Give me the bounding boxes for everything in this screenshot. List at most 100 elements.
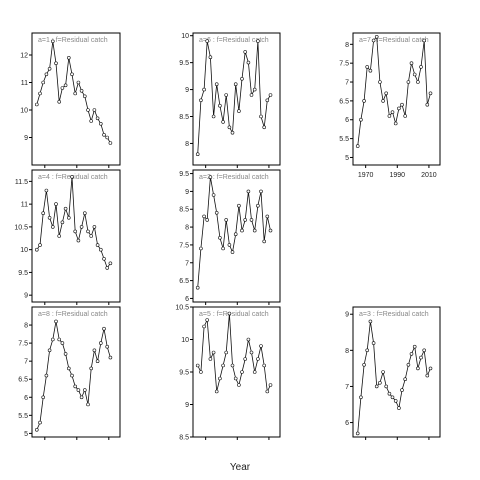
data-point <box>233 376 238 381</box>
panel-title: a=3 : f=Residual catch <box>359 311 429 318</box>
series-line <box>197 313 271 393</box>
y-tick-label: 10 <box>20 108 28 115</box>
panel-1: 9 10 11 12 a=1 : f=Residual catch <box>20 32 121 168</box>
panel-2: 8 8.5 9 9.5 10 a=6 : f=Residual catch <box>179 32 281 168</box>
x-axis-title: Year <box>230 462 251 473</box>
data-point <box>393 399 398 403</box>
data-point <box>38 420 42 425</box>
series-line <box>197 177 271 288</box>
data-point <box>240 370 244 374</box>
x-tick-label: 2010 <box>421 172 437 179</box>
data-point <box>221 120 225 124</box>
data-point <box>205 218 209 222</box>
data-point <box>205 318 209 322</box>
data-point <box>259 114 263 119</box>
data-point <box>374 34 379 39</box>
panel-title: a=6 : f=Residual catch <box>199 37 269 44</box>
y-tick-label: 7 <box>345 80 349 87</box>
data-point <box>44 188 49 193</box>
data-point <box>227 243 232 247</box>
data-point <box>99 341 103 345</box>
y-tick-label: 7 <box>24 359 28 366</box>
series-line <box>357 321 431 434</box>
data-point <box>60 86 65 90</box>
data-point <box>67 55 71 60</box>
data-point <box>368 68 373 73</box>
data-point <box>384 91 389 96</box>
data-point <box>249 218 254 222</box>
data-point <box>202 324 206 329</box>
panel-frame <box>352 306 441 438</box>
data-point <box>89 119 93 123</box>
data-point <box>233 232 238 236</box>
data-point <box>237 109 241 113</box>
panel-frame <box>31 32 121 166</box>
y-tick-label: 7 <box>345 384 349 391</box>
data-point <box>89 234 93 238</box>
x-tick-label: 1970 <box>358 172 374 179</box>
data-point <box>265 214 270 219</box>
y-tick-label: 9 <box>185 402 189 409</box>
data-point <box>422 348 427 353</box>
panel-title: a=5 : f=Residual catch <box>199 311 269 318</box>
data-point <box>378 380 382 385</box>
data-point <box>393 121 398 126</box>
data-point <box>102 326 106 331</box>
data-point <box>199 370 203 374</box>
data-point <box>195 152 200 156</box>
data-point <box>409 61 414 66</box>
y-tick-label: 5.5 <box>339 136 349 143</box>
y-tick-label: 12 <box>20 53 28 60</box>
data-point <box>38 91 42 96</box>
data-point <box>41 395 46 400</box>
y-tick-label: 9 <box>185 189 189 196</box>
data-point <box>211 350 216 355</box>
y-tick-label: 5.5 <box>18 413 28 420</box>
y-tick-label: 6.5 <box>339 98 349 105</box>
data-point <box>76 388 81 392</box>
data-point <box>428 91 433 96</box>
data-point <box>105 344 109 349</box>
data-point <box>371 341 376 345</box>
data-point <box>390 110 395 114</box>
y-tick-label: 11 <box>21 202 28 209</box>
data-point <box>428 366 433 371</box>
data-point <box>237 383 241 387</box>
data-point <box>230 130 235 135</box>
panels-group: 9 10 11 12 a=1 : f=Residual catch 8 8.5 9 9.5 10 a… <box>14 32 441 442</box>
y-tick-label: 6 <box>345 420 349 427</box>
series-line <box>36 41 111 144</box>
data-point <box>240 77 244 81</box>
data-point <box>105 135 109 140</box>
y-tick-label: 11 <box>21 80 28 87</box>
data-point <box>47 67 52 71</box>
y-tick-label: 7.5 <box>179 242 189 249</box>
data-point <box>76 238 81 243</box>
y-tick-label: 5 <box>345 155 349 162</box>
data-point <box>202 214 206 219</box>
data-point <box>83 211 87 215</box>
y-tick-label: 10.5 <box>175 305 189 312</box>
y-tick-label: 6 <box>185 296 189 303</box>
data-point <box>400 388 404 392</box>
data-point <box>252 370 257 374</box>
data-point <box>381 99 385 103</box>
y-tick-label: 6 <box>24 395 28 402</box>
data-point <box>108 355 113 360</box>
panel-title: a=7 : f=Residual catch <box>359 37 429 44</box>
data-point <box>70 373 74 378</box>
data-point <box>99 247 103 252</box>
y-tick-label: 7.5 <box>339 61 349 68</box>
y-tick-label: 10 <box>181 337 189 344</box>
data-point <box>102 133 106 137</box>
y-tick-label: 10 <box>181 33 189 40</box>
data-point <box>387 391 392 396</box>
data-point <box>359 117 363 122</box>
panel-frame <box>31 306 121 438</box>
y-tick-label: 9.5 <box>18 270 28 277</box>
data-point <box>50 39 55 44</box>
data-point <box>86 402 90 407</box>
data-point <box>259 344 263 348</box>
y-tick-label: 9.5 <box>179 370 189 377</box>
